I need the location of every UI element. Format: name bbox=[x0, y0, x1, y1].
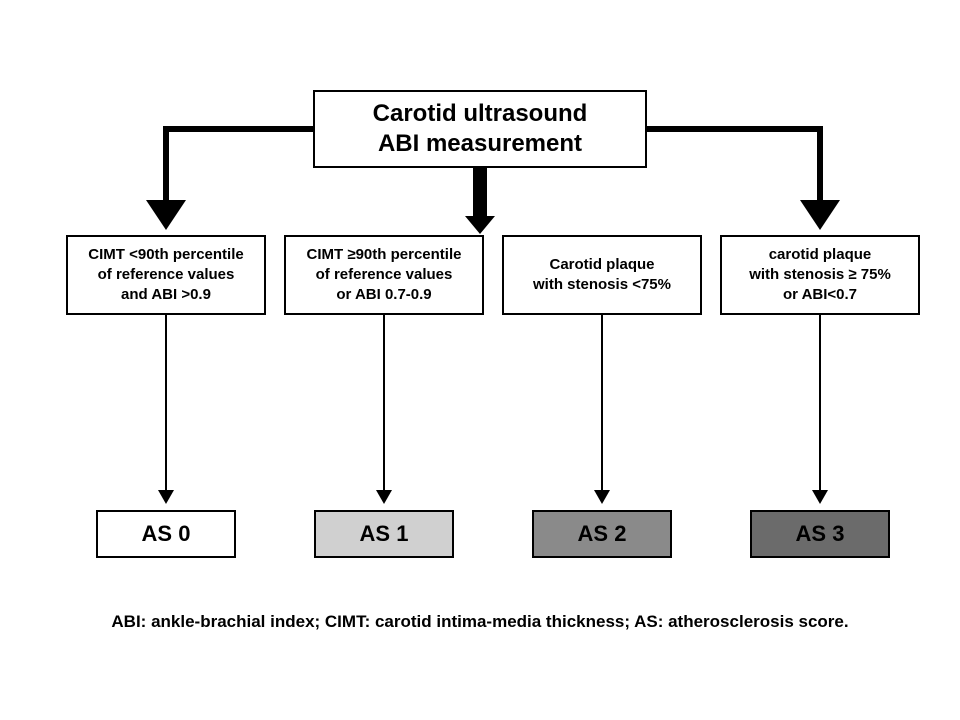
criteria-box-2: Carotid plaque with stenosis <75% bbox=[502, 235, 702, 315]
criteria-3-line1: carotid plaque bbox=[769, 246, 872, 263]
result-label-1: AS 1 bbox=[360, 521, 409, 547]
title-line1: Carotid ultrasound bbox=[373, 100, 588, 127]
result-box-as3: AS 3 bbox=[750, 510, 890, 558]
legend-text: ABI: ankle-brachial index; CIMT: carotid… bbox=[80, 612, 880, 632]
criteria-0-line1: CIMT <90th percentile bbox=[88, 246, 243, 263]
title-box: Carotid ultrasound ABI measurement bbox=[313, 90, 647, 168]
criteria-2-line1: Carotid plaque bbox=[549, 256, 654, 273]
result-box-as1: AS 1 bbox=[314, 510, 454, 558]
criteria-box-3: carotid plaque with stenosis ≥ 75% or AB… bbox=[720, 235, 920, 315]
criteria-3-line3: or ABI<0.7 bbox=[783, 286, 857, 303]
result-label-3: AS 3 bbox=[796, 521, 845, 547]
criteria-box-0: CIMT <90th percentile of reference value… bbox=[66, 235, 266, 315]
criteria-0-line2: of reference values bbox=[98, 266, 235, 283]
result-label-0: AS 0 bbox=[142, 521, 191, 547]
result-box-as2: AS 2 bbox=[532, 510, 672, 558]
criteria-3-line2: with stenosis ≥ 75% bbox=[749, 266, 891, 283]
result-label-2: AS 2 bbox=[578, 521, 627, 547]
criteria-box-1: CIMT ≥90th percentile of reference value… bbox=[284, 235, 484, 315]
criteria-2-line2: with stenosis <75% bbox=[533, 276, 671, 293]
criteria-1-line2: of reference values bbox=[316, 266, 453, 283]
criteria-1-line3: or ABI 0.7-0.9 bbox=[336, 286, 431, 303]
criteria-1-line1: CIMT ≥90th percentile bbox=[307, 246, 462, 263]
result-box-as0: AS 0 bbox=[96, 510, 236, 558]
title-line2: ABI measurement bbox=[378, 130, 582, 157]
criteria-0-line3: and ABI >0.9 bbox=[121, 286, 211, 303]
flowchart-canvas: Carotid ultrasound ABI measurement CIMT … bbox=[0, 0, 960, 720]
